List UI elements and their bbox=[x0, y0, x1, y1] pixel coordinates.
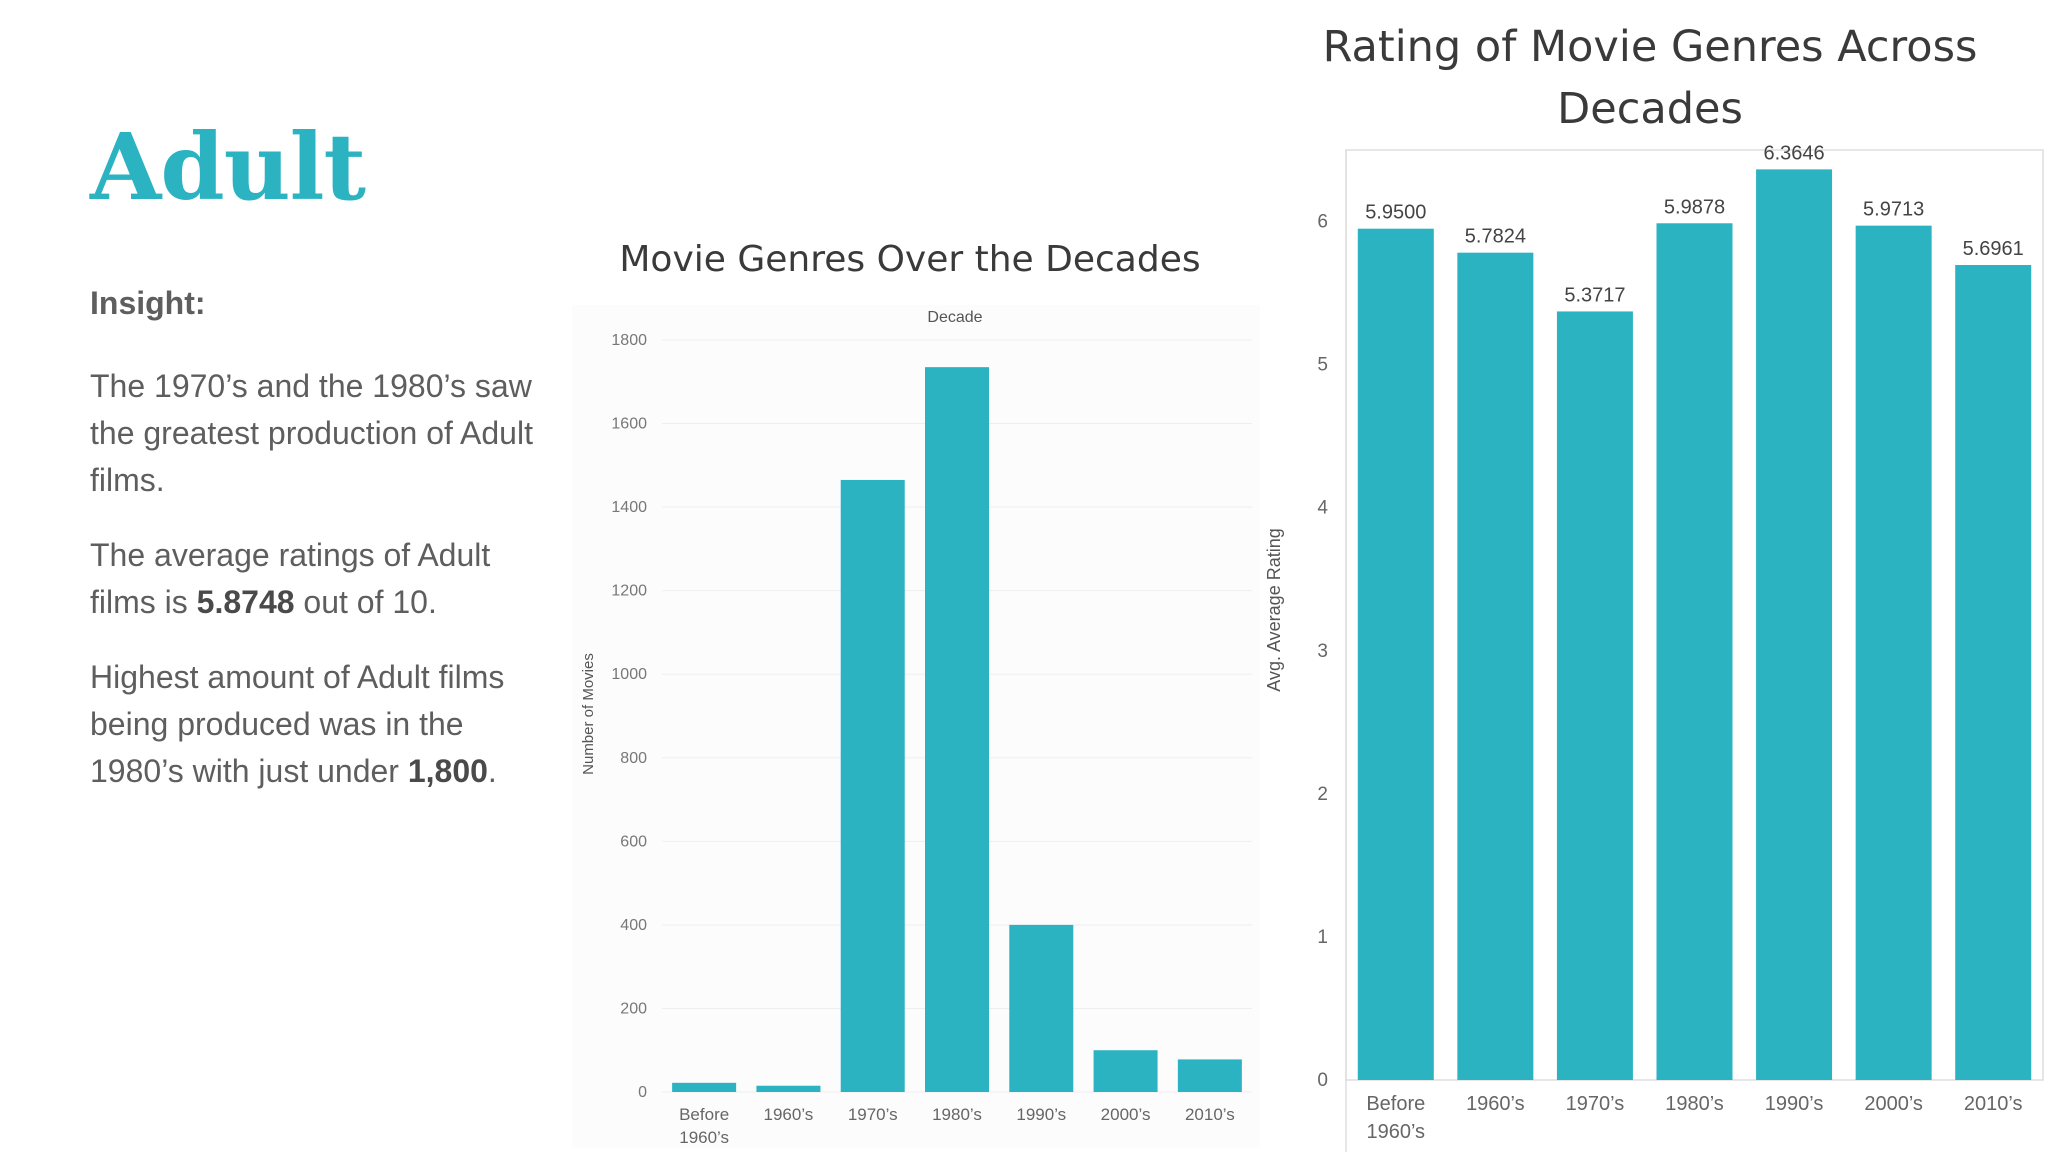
x-tick-label-line: 1960’s bbox=[1366, 1121, 1425, 1143]
bar bbox=[1855, 225, 1932, 1080]
data-label: 5.3717 bbox=[1564, 284, 1625, 306]
insight-text-1: The 1970’s and the 1980’s saw the greate… bbox=[90, 368, 533, 498]
y-tick-label: 600 bbox=[620, 833, 647, 850]
y-axis-title: Number of Movies bbox=[580, 653, 597, 775]
x-tick-label: 1970’s bbox=[848, 1105, 898, 1124]
insight-heading: Insight: bbox=[90, 285, 206, 321]
data-label: 5.6961 bbox=[1963, 238, 2024, 260]
y-tick-label: 1600 bbox=[611, 416, 647, 433]
insight-paragraph-2: The average ratings of Adult films is 5.… bbox=[90, 532, 560, 626]
x-tick-label-line: 2000’s bbox=[1101, 1105, 1151, 1124]
insight-paragraph-1: The 1970’s and the 1980’s saw the greate… bbox=[90, 363, 560, 504]
x-tick-label-line: 1960’s bbox=[1466, 1093, 1525, 1115]
y-tick-label: 200 bbox=[620, 1000, 647, 1017]
x-tick-label: Before 1960’s bbox=[1366, 1093, 1425, 1143]
insight-text-2b: out of 10. bbox=[294, 584, 437, 620]
data-label: 5.7824 bbox=[1465, 226, 1526, 248]
x-tick-label-line: 1990’s bbox=[1765, 1093, 1824, 1115]
bar bbox=[1756, 169, 1833, 1080]
bar bbox=[756, 1085, 821, 1092]
bar bbox=[1656, 223, 1733, 1080]
x-tick-label: 1980’s bbox=[1665, 1093, 1724, 1115]
y-tick-label: 400 bbox=[620, 917, 647, 934]
data-label: 5.9500 bbox=[1365, 202, 1426, 224]
x-tick-label: Before 1960’s bbox=[679, 1105, 729, 1147]
x-tick-label: 2010’s bbox=[1185, 1105, 1235, 1124]
x-tick-label-line: 1990’s bbox=[1016, 1105, 1066, 1124]
x-tick-label-line: 2000’s bbox=[1864, 1093, 1923, 1115]
x-tick-label-line: 1980’s bbox=[1665, 1093, 1724, 1115]
y-tick-label: 1 bbox=[1317, 927, 1328, 948]
bar bbox=[1556, 311, 1633, 1080]
x-tick-label: 1980’s bbox=[932, 1105, 982, 1124]
x-tick-label: 1970’s bbox=[1566, 1093, 1625, 1115]
x-tick-label-line: 2010’s bbox=[1964, 1093, 2023, 1115]
y-tick-label: 0 bbox=[1317, 1070, 1328, 1091]
x-tick-label: 2000’s bbox=[1864, 1093, 1923, 1115]
x-tick-label-line: 1960’s bbox=[679, 1128, 729, 1147]
insight-panel: Insight: The 1970’s and the 1980’s saw t… bbox=[90, 280, 560, 823]
insight-text-3a: Highest amount of Adult films being prod… bbox=[90, 659, 505, 789]
bar bbox=[840, 479, 905, 1092]
genre-title: Adult bbox=[90, 113, 366, 221]
x-tick-label: 1990’s bbox=[1765, 1093, 1824, 1115]
x-tick-label: 1960’s bbox=[764, 1105, 814, 1124]
plot-background bbox=[572, 305, 1260, 1148]
peak-count-value: 1,800 bbox=[407, 753, 488, 789]
bar bbox=[1177, 1059, 1242, 1092]
y-tick-label: 5 bbox=[1317, 355, 1328, 376]
x-tick-label: 2000’s bbox=[1101, 1105, 1151, 1124]
rating-chart-title: Rating of Movie Genres Across Decades bbox=[1322, 22, 1978, 134]
x-tick-label: 2010’s bbox=[1964, 1093, 2023, 1115]
y-axis-title: Avg. Average Rating bbox=[1264, 528, 1284, 691]
x-tick-label-line: 1960’s bbox=[764, 1105, 814, 1124]
average-rating-value: 5.8748 bbox=[196, 584, 295, 620]
bar bbox=[1093, 1050, 1158, 1092]
data-label: 6.3646 bbox=[1763, 142, 1824, 164]
y-tick-label: 2 bbox=[1317, 784, 1328, 805]
y-tick-label: 800 bbox=[620, 750, 647, 767]
x-tick-label-line: Before bbox=[679, 1105, 729, 1124]
bar bbox=[672, 1082, 737, 1092]
insight-paragraph-3: Highest amount of Adult films being prod… bbox=[90, 654, 560, 795]
y-tick-label: 3 bbox=[1317, 641, 1328, 662]
y-tick-label: 1200 bbox=[611, 583, 647, 600]
y-tick-label: 1000 bbox=[611, 666, 647, 683]
bar bbox=[1357, 228, 1434, 1080]
x-tick-label-line: 1970’s bbox=[848, 1105, 898, 1124]
y-tick-label: 6 bbox=[1317, 212, 1328, 233]
y-tick-label: 0 bbox=[638, 1084, 647, 1101]
data-label: 5.9713 bbox=[1863, 199, 1924, 221]
x-tick-label-line: Before bbox=[1366, 1093, 1425, 1115]
x-tick-label-line: 2010’s bbox=[1185, 1105, 1235, 1124]
count-chart-title: Movie Genres Over the Decades bbox=[619, 239, 1201, 280]
bar bbox=[1009, 924, 1074, 1092]
x-tick-label: 1960’s bbox=[1466, 1093, 1525, 1115]
bar bbox=[1955, 265, 2032, 1080]
insight-text-3b: . bbox=[487, 753, 497, 789]
data-label: 5.9878 bbox=[1664, 196, 1725, 218]
x-tick-label: 1990’s bbox=[1016, 1105, 1066, 1124]
x-tick-label-line: 1980’s bbox=[932, 1105, 982, 1124]
y-tick-label: 1800 bbox=[611, 332, 647, 349]
y-tick-label: 1400 bbox=[611, 499, 647, 516]
bar bbox=[925, 367, 989, 1093]
x-axis-title: Decade bbox=[927, 309, 982, 326]
y-tick-label: 4 bbox=[1317, 498, 1328, 519]
insight-text-2a: The average ratings of Adult films is bbox=[90, 537, 491, 620]
x-tick-label-line: 1970’s bbox=[1566, 1093, 1625, 1115]
bar bbox=[1457, 252, 1534, 1080]
